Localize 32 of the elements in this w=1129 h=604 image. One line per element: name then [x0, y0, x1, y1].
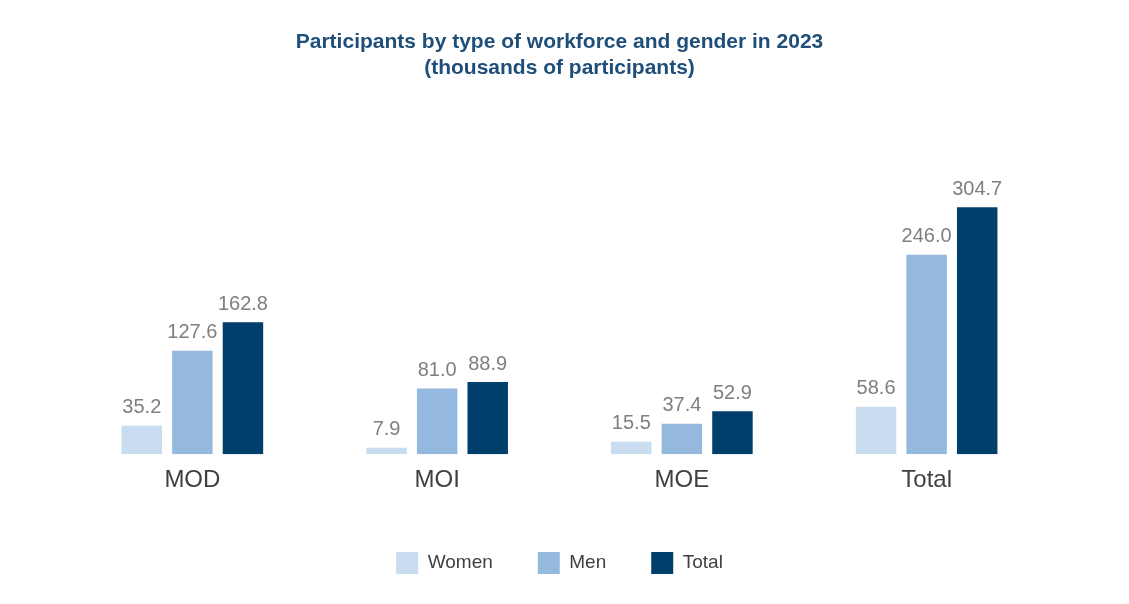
- data-label: 7.9: [372, 417, 401, 440]
- data-label: 88.9: [468, 351, 508, 374]
- legend-label: Women: [427, 551, 493, 573]
- data-label: 58.6: [856, 376, 896, 399]
- data-label: 246.0: [901, 224, 952, 247]
- legend-label: Men: [569, 551, 607, 573]
- data-label: 37.4: [662, 393, 702, 416]
- chart-title: Participants by type of workforce and gender in 2023 (thousands of participants): [295, 29, 824, 78]
- bar: [906, 254, 947, 455]
- data-label: 15.5: [611, 411, 651, 434]
- bar: [366, 447, 407, 455]
- bar: [611, 441, 652, 455]
- bar: [712, 411, 753, 455]
- bar: [855, 406, 897, 455]
- data-label: 35.2: [122, 395, 162, 418]
- bar: [661, 423, 703, 455]
- data-label: 304.7: [952, 176, 1003, 199]
- bar: [956, 207, 998, 455]
- data-label: 52.9: [712, 380, 752, 403]
- data-label: 127.6: [167, 320, 218, 343]
- bar: [467, 382, 508, 455]
- x-tick-label: MOD: [164, 465, 221, 493]
- bar: [222, 322, 264, 455]
- x-tick-label: MOE: [654, 465, 710, 493]
- legend-label: Total: [682, 551, 723, 573]
- x-tick-label: Total: [901, 465, 952, 493]
- bar: [172, 350, 213, 455]
- data-label: 162.8: [217, 291, 268, 314]
- bar: [121, 425, 163, 455]
- bar: [416, 388, 458, 455]
- data-label: 81.0: [417, 358, 457, 381]
- x-tick-label: MOI: [414, 465, 460, 493]
